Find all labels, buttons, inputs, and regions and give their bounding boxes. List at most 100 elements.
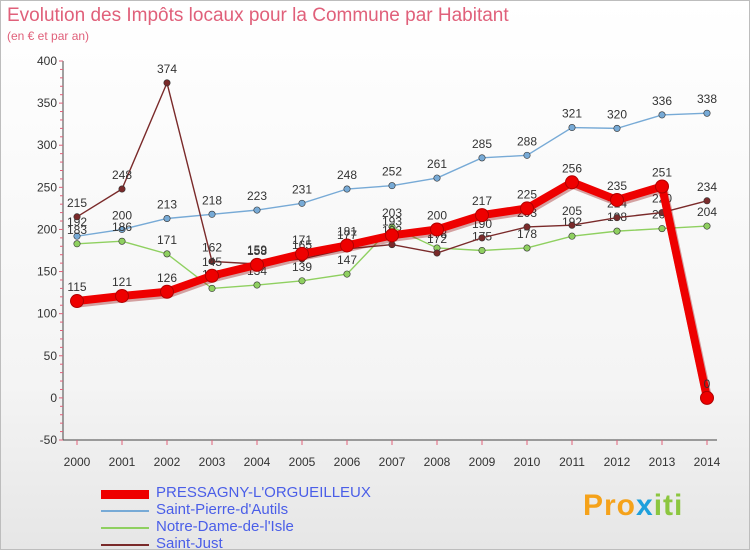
series-3-point: [613, 214, 621, 222]
series-3-point: [208, 257, 216, 265]
x-tick-label: 2005: [289, 455, 316, 469]
y-tick-label: 350: [37, 96, 57, 110]
series-3-point: [163, 79, 171, 87]
series-0-point: [700, 390, 714, 405]
series-0-data-label: 158: [247, 244, 267, 258]
y-tick-label: 250: [37, 180, 57, 194]
series-0-point: [610, 192, 624, 207]
legend-swatch: [101, 489, 149, 499]
series-2-data-label: 171: [157, 233, 177, 247]
x-tick-label: 2007: [379, 455, 406, 469]
series-0-data-label: 200: [427, 208, 447, 222]
series-3-data-label: 159: [247, 243, 267, 257]
legend-label: PRESSAGNY-L'ORGUEILLEUX: [156, 484, 371, 501]
series-3-data-label: 215: [67, 196, 87, 210]
series-1-point: [658, 111, 666, 119]
y-tick-label: 50: [44, 349, 58, 363]
series-0-data-label: 181: [337, 224, 357, 238]
series-3-point: [703, 197, 711, 205]
x-tick-label: 2006: [334, 455, 361, 469]
series-1-point: [523, 151, 531, 159]
series-0-data-label: 251: [652, 165, 672, 179]
series-0-point: [205, 268, 219, 283]
series-3-data-label: 177: [337, 228, 357, 242]
series-3-point: [568, 221, 576, 229]
series-2-data-label: 139: [292, 260, 312, 274]
legend-swatch: [101, 510, 149, 512]
series-2-point: [73, 240, 81, 248]
series-1-data-label: 288: [517, 134, 537, 148]
y-tick-label: 200: [37, 222, 57, 236]
legend-label: Saint-Just: [156, 535, 223, 552]
series-2-data-label: 178: [517, 227, 537, 241]
series-1-point: [343, 185, 351, 193]
chart-subtitle: (en € et par an): [7, 29, 90, 43]
series-0-data-label: 235: [607, 179, 627, 193]
series-2-data-label: 203: [382, 206, 402, 220]
x-tick-label: 2002: [154, 455, 181, 469]
series-2-point: [253, 281, 261, 289]
y-tick-label: 300: [37, 138, 57, 152]
series-2-data-label: 186: [112, 220, 132, 234]
series-1-point: [163, 214, 171, 222]
series-2-point: [703, 222, 711, 230]
series-3-point: [73, 213, 81, 221]
series-0-data-label: 256: [562, 161, 582, 175]
series-1-point: [613, 124, 621, 132]
series-1-point: [388, 182, 396, 190]
series-0-data-label: 171: [292, 233, 312, 247]
series-3-point: [478, 234, 486, 242]
series-3-point: [433, 249, 441, 257]
x-tick-label: 2013: [649, 455, 676, 469]
y-tick-label: 400: [37, 54, 57, 68]
series-3-data-label: 162: [202, 240, 222, 254]
series-0-data-label: 225: [517, 187, 537, 201]
series-1-data-label: 231: [292, 182, 312, 196]
proxiti-logo[interactable]: Proxiti: [583, 490, 683, 522]
y-tick-label: 100: [37, 307, 57, 321]
series-1-data-label: 192: [67, 215, 87, 229]
series-2-point: [523, 244, 531, 252]
x-tick-label: 2000: [64, 455, 91, 469]
x-tick-label: 2010: [514, 455, 541, 469]
series-1-data-label: 223: [247, 189, 267, 203]
y-tick-label: -50: [40, 433, 58, 447]
series-3-data-label: 234: [697, 180, 717, 194]
series-1-data-label: 200: [112, 208, 132, 222]
series-3-data-label: 205: [562, 204, 582, 218]
series-1-data-label: 261: [427, 157, 447, 171]
y-tick-label: 150: [37, 265, 57, 279]
series-3-data-label: 248: [112, 168, 132, 182]
y-tick-label: 0: [50, 391, 57, 405]
series-1-point: [208, 210, 216, 218]
series-0-point: [115, 288, 129, 303]
legend-label: Saint-Pierre-d'Autils: [156, 501, 289, 518]
logo-part-1: Pro: [583, 489, 637, 522]
series-2-point: [343, 270, 351, 278]
series-2-data-label: 147: [337, 253, 357, 267]
series-0-data-label: 126: [157, 271, 177, 285]
x-tick-label: 2011: [559, 455, 585, 469]
series-2-point: [478, 247, 486, 255]
legend-label: Notre-Dame-de-l'Isle: [156, 518, 294, 535]
series-1-point: [118, 225, 126, 233]
series-1-point: [253, 206, 261, 214]
series-1-data-label: 218: [202, 193, 222, 207]
x-tick-label: 2001: [109, 455, 136, 469]
series-1-data-label: 252: [382, 165, 402, 179]
series-0-data-label: 193: [382, 214, 402, 228]
series-0-point: [565, 175, 579, 190]
series-2-point: [658, 225, 666, 233]
series-3-data-label: 165: [292, 238, 312, 252]
series-0-point: [430, 222, 444, 237]
legend-swatch: [101, 527, 149, 529]
series-0-point: [655, 179, 669, 194]
series-1-data-label: 213: [157, 197, 177, 211]
x-tick-label: 2003: [199, 455, 226, 469]
series-0-point: [295, 246, 309, 261]
series-2-point: [208, 284, 216, 292]
series-0-point: [340, 238, 354, 253]
series-2-point: [568, 232, 576, 240]
